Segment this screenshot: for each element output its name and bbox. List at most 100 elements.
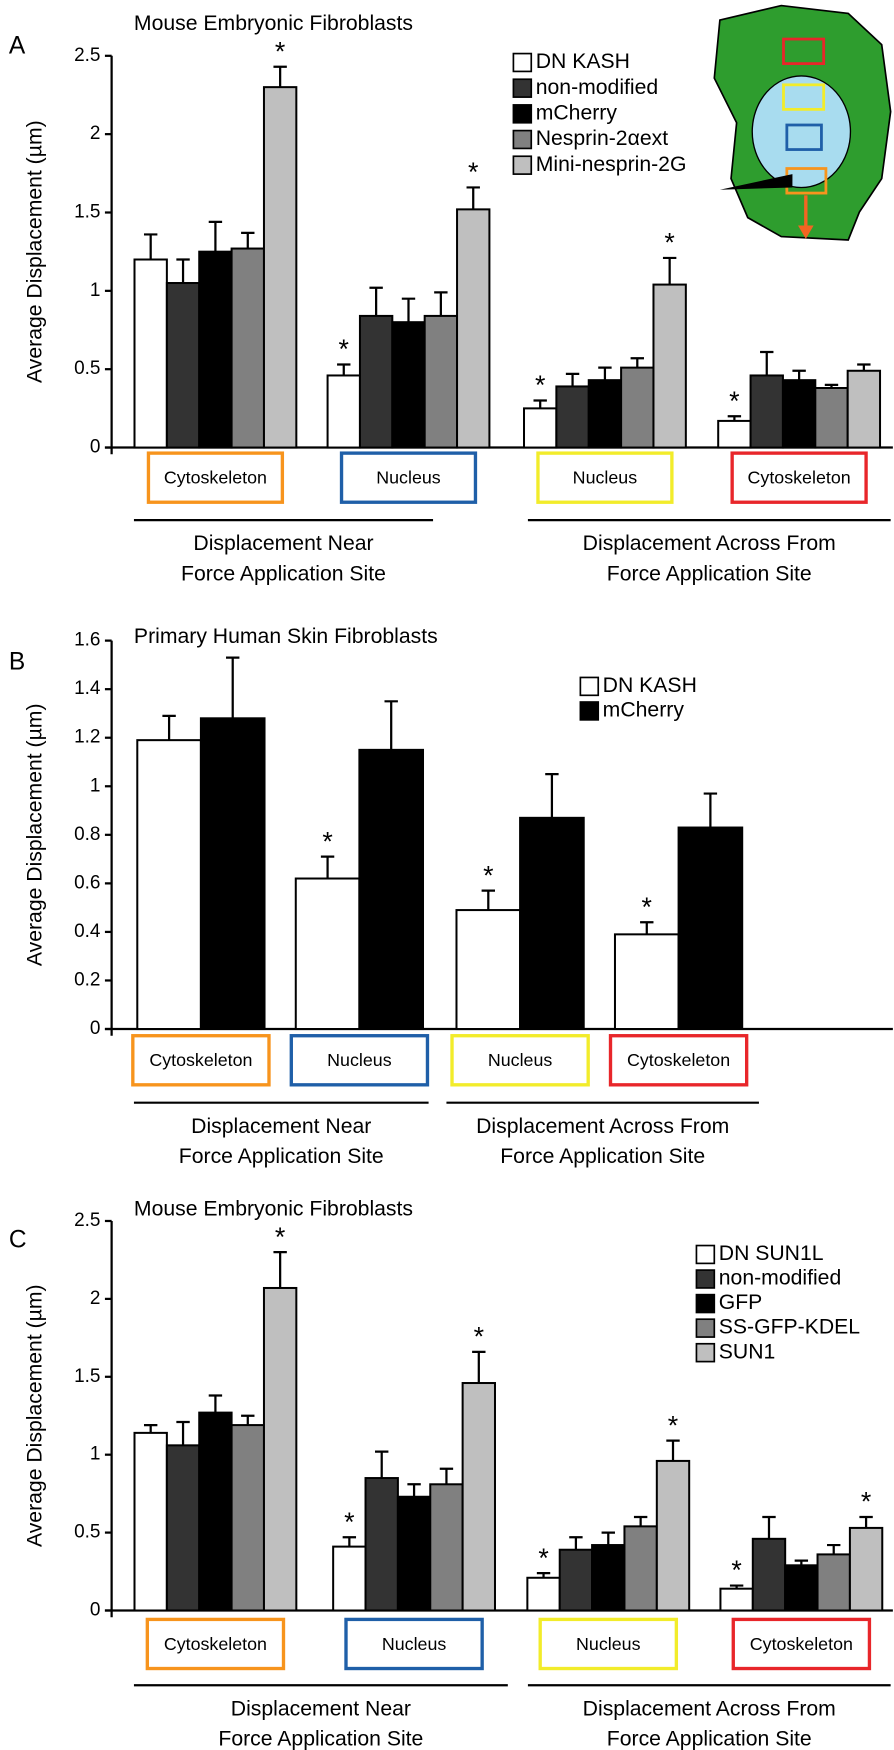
y-tick-label: 0: [90, 437, 101, 458]
bar: [135, 260, 167, 448]
legend-swatch: [513, 79, 531, 97]
group-label: Displacement Across From: [583, 1697, 836, 1720]
significance-marker: *: [339, 334, 349, 364]
chart-title: Mouse Embryonic Fibroblasts: [134, 1197, 413, 1220]
legend-swatch: [696, 1246, 714, 1264]
x-tick-label: Cytoskeleton: [627, 1050, 730, 1070]
legend-swatch: [696, 1344, 714, 1362]
bar: [589, 380, 621, 447]
legend-label: Mini-nesprin-2G: [536, 153, 687, 176]
group-label: Displacement Across From: [583, 532, 836, 555]
x-tick-label: Nucleus: [488, 1050, 553, 1070]
error-bar: [162, 716, 175, 740]
legend-label: DN SUN1L: [719, 1242, 824, 1265]
x-tick-label: Nucleus: [382, 1634, 447, 1654]
error-bar: [598, 368, 611, 381]
bar: [524, 408, 556, 447]
page: {"chart_data":[ {"type":"bar","panel":"A…: [0, 0, 894, 1750]
legend-label: mCherry: [603, 699, 685, 722]
error-bar: [482, 891, 495, 910]
bar: [815, 388, 847, 448]
group-label: Displacement Across From: [476, 1115, 729, 1138]
significance-marker: *: [344, 1507, 354, 1537]
legend-label: SUN1: [719, 1340, 776, 1363]
x-tick-label: Nucleus: [576, 1634, 641, 1654]
legend-swatch: [513, 105, 531, 123]
error-bar: [640, 922, 653, 934]
bar: [751, 375, 783, 447]
legend-label: non-modified: [536, 76, 659, 99]
bar: [720, 1589, 752, 1611]
group-label: Force Application Site: [607, 1728, 812, 1750]
group-label: Displacement Near: [231, 1697, 411, 1720]
y-tick-label: 1: [90, 280, 101, 301]
legend-swatch: [513, 54, 531, 72]
bar: [199, 1413, 231, 1611]
legend-label: mCherry: [536, 101, 618, 124]
error-bar: [337, 364, 350, 375]
error-bar: [209, 222, 222, 252]
y-tick-label: 0.6: [74, 872, 100, 893]
bar: [753, 1539, 785, 1611]
error-bar: [566, 374, 579, 387]
group-label: Force Application Site: [607, 562, 812, 585]
error-bar: [467, 187, 480, 209]
bar: [425, 316, 457, 448]
bar: [527, 1578, 559, 1611]
bar: [137, 740, 201, 1029]
y-axis-label: Average Displacement (µm): [23, 120, 46, 383]
bar: [783, 380, 815, 447]
error-bar: [402, 299, 415, 323]
significance-marker: *: [861, 1487, 871, 1517]
x-tick-label: Nucleus: [327, 1050, 392, 1070]
bar: [264, 87, 296, 447]
x-tick-label: Cytoskeleton: [164, 468, 267, 488]
significance-marker: *: [729, 386, 739, 416]
x-tick-label: Cytoskeleton: [750, 1634, 853, 1654]
cell-diagram: [714, 6, 890, 240]
y-tick-label: 2.5: [74, 45, 100, 66]
significance-marker: *: [535, 370, 545, 400]
y-tick-label: 1.5: [74, 202, 100, 223]
significance-marker: *: [275, 36, 285, 66]
bar: [653, 285, 685, 448]
error-bar: [859, 1517, 872, 1528]
error-bar: [440, 1469, 453, 1485]
x-tick-label: Nucleus: [376, 468, 441, 488]
group-label: Displacement Near: [191, 1115, 371, 1138]
bar: [199, 252, 231, 448]
bar: [398, 1497, 430, 1611]
error-bar: [176, 1422, 189, 1445]
bar: [457, 209, 489, 447]
error-bar: [827, 1545, 840, 1554]
bar: [328, 375, 360, 447]
group-label: Force Application Site: [181, 562, 386, 585]
error-bar: [176, 260, 189, 284]
legend-label: DN KASH: [603, 674, 697, 697]
y-tick-label: 1.2: [74, 727, 100, 748]
error-bar: [792, 371, 805, 380]
y-tick-label: 0.4: [74, 921, 100, 942]
error-bar: [241, 233, 254, 249]
y-tick-label: 0.2: [74, 969, 100, 990]
bar: [232, 249, 264, 448]
y-tick-label: 1.6: [74, 630, 100, 651]
figure: AMouse Embryonic FibroblastsAverage Disp…: [0, 0, 894, 1750]
chart-title: Primary Human Skin Fibroblasts: [134, 625, 438, 648]
bar: [392, 322, 424, 447]
bar: [463, 1383, 495, 1610]
error-bar: [434, 292, 447, 316]
y-tick-label: 1: [90, 775, 101, 796]
y-tick-label: 0.5: [74, 1522, 100, 1543]
error-bar: [375, 1452, 388, 1478]
bar: [615, 934, 679, 1029]
legend-swatch: [580, 677, 598, 695]
chart-title: Mouse Embryonic Fibroblasts: [134, 12, 413, 35]
legend-swatch: [696, 1295, 714, 1313]
error-bar: [343, 1537, 356, 1546]
bar: [850, 1528, 882, 1611]
error-bar: [634, 1517, 647, 1526]
group-label: Displacement Near: [193, 532, 373, 555]
bar: [818, 1554, 850, 1610]
bar: [657, 1461, 689, 1611]
